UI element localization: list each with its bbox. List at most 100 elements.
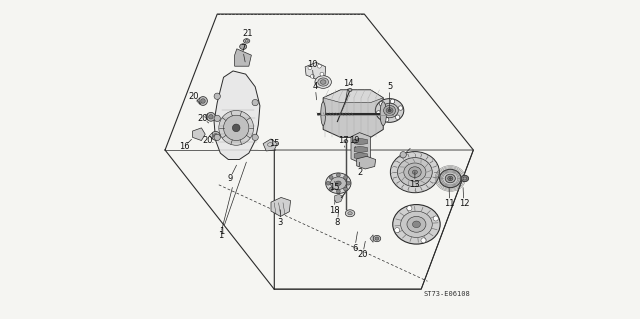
Text: 20: 20 (198, 114, 208, 123)
Ellipse shape (344, 140, 348, 143)
Circle shape (398, 106, 403, 110)
Circle shape (317, 64, 321, 68)
Circle shape (330, 187, 333, 191)
Ellipse shape (386, 108, 393, 113)
Ellipse shape (348, 88, 352, 92)
Ellipse shape (315, 76, 332, 88)
Text: 18: 18 (329, 206, 340, 215)
Circle shape (320, 72, 324, 76)
Polygon shape (335, 194, 343, 203)
Text: 16: 16 (179, 142, 189, 151)
Text: 12: 12 (459, 199, 469, 208)
Ellipse shape (381, 103, 398, 118)
Ellipse shape (413, 221, 420, 228)
Text: 1: 1 (218, 231, 223, 240)
Polygon shape (196, 98, 200, 104)
Circle shape (407, 206, 412, 211)
Circle shape (433, 216, 438, 221)
Ellipse shape (353, 140, 356, 143)
Ellipse shape (397, 158, 432, 187)
Circle shape (326, 181, 330, 185)
Circle shape (308, 66, 312, 70)
Polygon shape (214, 71, 260, 160)
Polygon shape (370, 235, 373, 242)
Ellipse shape (346, 210, 355, 217)
Text: 1: 1 (220, 227, 225, 236)
Ellipse shape (407, 216, 426, 232)
Polygon shape (193, 128, 205, 141)
Ellipse shape (380, 102, 387, 125)
Circle shape (344, 175, 348, 179)
Circle shape (198, 97, 207, 105)
Text: 20: 20 (188, 92, 199, 101)
Circle shape (201, 99, 205, 103)
Ellipse shape (318, 78, 328, 86)
Circle shape (252, 134, 259, 141)
Text: 15: 15 (269, 139, 280, 148)
Text: 17: 17 (339, 136, 349, 145)
Ellipse shape (440, 169, 461, 188)
Polygon shape (356, 156, 376, 169)
Circle shape (337, 189, 340, 193)
Text: 7: 7 (240, 44, 245, 53)
Ellipse shape (326, 173, 351, 194)
Polygon shape (209, 133, 212, 139)
Ellipse shape (375, 237, 379, 240)
Ellipse shape (335, 181, 341, 185)
Circle shape (207, 112, 215, 121)
Circle shape (232, 124, 240, 132)
Circle shape (390, 99, 395, 104)
Polygon shape (354, 152, 367, 159)
Ellipse shape (445, 174, 455, 183)
Ellipse shape (463, 177, 467, 180)
Ellipse shape (373, 235, 381, 242)
Circle shape (400, 152, 406, 158)
Ellipse shape (243, 39, 250, 43)
Polygon shape (263, 139, 277, 151)
Circle shape (214, 134, 220, 141)
Circle shape (219, 110, 253, 145)
Ellipse shape (448, 176, 453, 181)
Text: 8: 8 (335, 218, 340, 227)
Text: 15: 15 (329, 183, 339, 192)
Ellipse shape (401, 211, 432, 237)
Polygon shape (235, 49, 252, 66)
Circle shape (330, 175, 333, 179)
Text: 9: 9 (227, 174, 232, 183)
Ellipse shape (412, 170, 417, 174)
Ellipse shape (449, 178, 451, 179)
Circle shape (223, 115, 249, 141)
Polygon shape (271, 197, 291, 216)
Polygon shape (323, 90, 383, 137)
Circle shape (376, 111, 381, 115)
Circle shape (380, 101, 384, 106)
Circle shape (209, 115, 213, 119)
Text: 13: 13 (410, 180, 420, 189)
Ellipse shape (390, 152, 440, 193)
Polygon shape (323, 90, 383, 103)
Circle shape (252, 100, 259, 106)
Polygon shape (354, 138, 367, 145)
Text: 19: 19 (349, 136, 360, 145)
Ellipse shape (461, 175, 468, 182)
Text: 20: 20 (358, 250, 368, 259)
Circle shape (214, 115, 220, 122)
Circle shape (213, 134, 218, 138)
Polygon shape (354, 146, 367, 152)
Circle shape (385, 117, 389, 122)
Polygon shape (205, 114, 208, 120)
Ellipse shape (393, 204, 440, 244)
Text: ST73-E06108: ST73-E06108 (424, 291, 470, 297)
Text: 4: 4 (312, 82, 318, 91)
Circle shape (211, 131, 220, 140)
Text: 21: 21 (242, 28, 253, 38)
Text: 5: 5 (387, 82, 392, 91)
Ellipse shape (321, 102, 326, 125)
Polygon shape (351, 133, 371, 163)
Ellipse shape (330, 177, 346, 189)
Circle shape (344, 187, 348, 191)
Polygon shape (305, 63, 326, 79)
Text: 10: 10 (307, 60, 317, 69)
Ellipse shape (383, 105, 396, 115)
Text: 20: 20 (202, 136, 213, 145)
